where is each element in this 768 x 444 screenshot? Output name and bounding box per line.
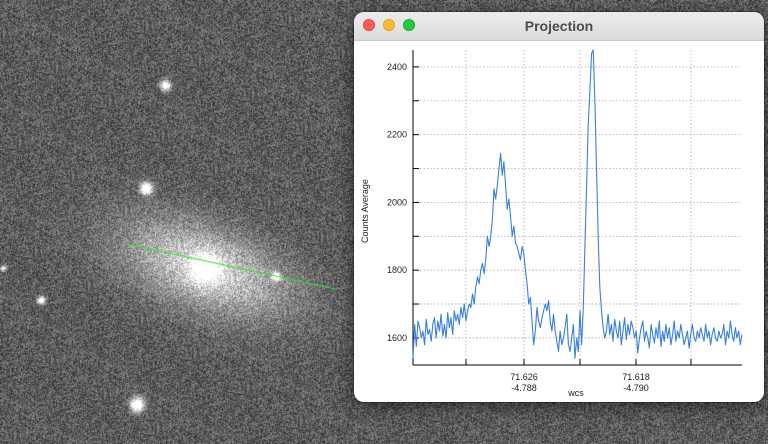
y-axis-label: Counts Average: [360, 179, 370, 243]
y-tick-label: 2400: [387, 62, 407, 72]
y-tick-label: 2200: [387, 130, 407, 140]
close-button[interactable]: [363, 19, 375, 31]
y-tick-label: 1800: [387, 265, 407, 275]
x-tick-label-dec: -4.790: [623, 383, 649, 393]
plot-grid: [413, 50, 742, 365]
window-title: Projection: [524, 18, 594, 34]
plot-axes: [412, 50, 742, 366]
projection-plot[interactable]: 1600 1800 2000 2200 2400 71.626-4.788 71.618-…: [354, 41, 764, 402]
x-tick-label-ra: 71.618: [622, 372, 650, 382]
y-tick-label: 1600: [387, 333, 407, 343]
projection-window: Projection 1600 1800 2000 2200 2400 71.626 -4…: [354, 12, 764, 402]
minimize-button[interactable]: [383, 19, 395, 31]
x-tick-label-dec: -4.788: [511, 383, 537, 393]
zoom-button[interactable]: [403, 19, 415, 31]
x-axis-label: wcs: [567, 388, 584, 398]
x-tick-label-ra: 71.626: [510, 372, 538, 382]
series-line-counts: [412, 49, 743, 359]
window-titlebar[interactable]: Projection: [354, 12, 764, 41]
y-axis-ticks: 1600 1800 2000 2200 2400: [387, 62, 419, 343]
x-axis-ticks: 71.626-4.788 71.618-4.790: [465, 359, 692, 393]
y-tick-label: 2000: [387, 197, 407, 207]
